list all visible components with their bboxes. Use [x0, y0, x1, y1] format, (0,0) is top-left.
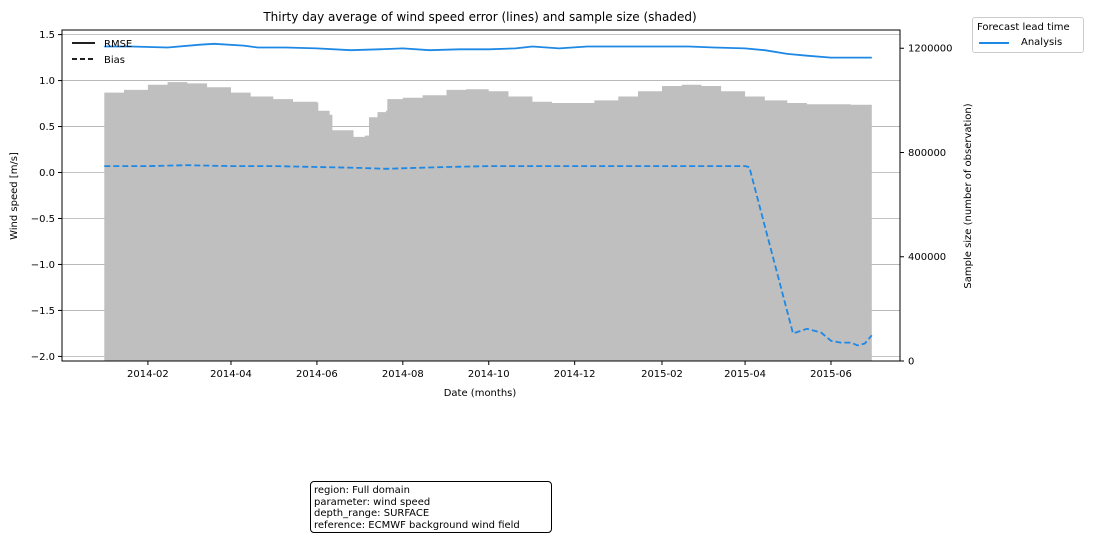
y2-tick-label: 800000 [908, 148, 946, 159]
y-tick-label: −1.0 [31, 260, 55, 271]
y2-tick-label: 1200000 [908, 44, 953, 55]
x-axis: 2014-02 2014-04 2014-06 2014-08 2014-10 2014-… [127, 361, 852, 380]
y-tick-label: −2.0 [31, 352, 55, 363]
x-tick-label: 2014-06 [296, 369, 338, 380]
y2-axis-label: Sample size (number of observation) [963, 103, 974, 288]
y-tick-label: 1.5 [39, 30, 55, 41]
series-legend: Forecast lead time Analysis [972, 17, 1084, 53]
x-tick-label: 2015-04 [724, 369, 766, 380]
chart-title: Thirty day average of wind speed error (… [262, 10, 696, 24]
x-tick-label: 2014-04 [210, 369, 252, 380]
y-axis-left: 1.5 1.0 0.5 0.0 −0.5 −1.0 −1.5 −2.0 [31, 30, 62, 363]
sample-size-area [104, 82, 872, 361]
series-line-rmse [104, 42, 872, 59]
y-tick-label: −0.5 [31, 214, 55, 225]
x-axis-label: Date (months) [444, 388, 517, 399]
metadata-depth-range: depth_range: SURFACE [314, 508, 430, 519]
y-axis-right: 1200000 800000 400000 0 [900, 44, 953, 368]
y-tick-label: −1.5 [31, 306, 55, 317]
style-legend: RMSE Bias [72, 39, 132, 66]
x-tick-label: 2014-02 [127, 369, 169, 380]
plot-frame [61, 29, 901, 362]
style-legend-label-bias: Bias [104, 55, 125, 66]
y2-tick-label: 0 [908, 357, 914, 368]
x-tick-label: 2014-10 [468, 369, 510, 380]
y-axis-label: Wind speed [m/s] [9, 152, 20, 240]
series-legend-label: Analysis [1021, 37, 1063, 48]
y-tick-label: 0.5 [39, 122, 55, 133]
sample-size-shading [104, 82, 872, 361]
x-tick-label: 2015-02 [641, 369, 683, 380]
metadata-region: region: Full domain [314, 485, 410, 496]
series-legend-title: Forecast lead time [977, 22, 1070, 33]
metadata-parameter: parameter: wind speed [314, 496, 431, 508]
metadata-reference: reference: ECMWF background wind field [314, 519, 520, 531]
metadata-box: region: Full domain parameter: wind spee… [310, 481, 552, 533]
x-tick-label: 2014-12 [554, 369, 596, 380]
series-lines [104, 42, 873, 347]
style-legend-label-rmse: RMSE [104, 39, 132, 50]
y-tick-label: 0.0 [39, 168, 55, 179]
y-tick-label: 1.0 [39, 76, 55, 87]
x-tick-label: 2015-06 [810, 369, 852, 380]
x-tick-label: 2014-08 [382, 369, 424, 380]
y2-tick-label: 400000 [908, 252, 946, 263]
series-legend-swatch [979, 42, 1009, 44]
series-line-bias [104, 164, 873, 347]
